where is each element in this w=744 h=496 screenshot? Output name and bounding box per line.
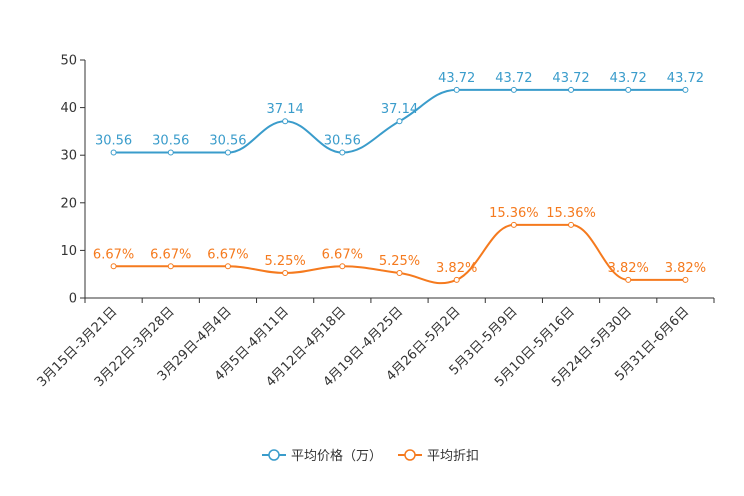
data-point (224, 263, 231, 270)
data-point (625, 86, 632, 93)
data-point (396, 118, 403, 125)
legend-label: 平均价格（万） (291, 448, 382, 464)
legend-marker-icon (268, 449, 280, 461)
data-label: 3.82% (608, 261, 649, 276)
data-point (110, 263, 117, 270)
y-tick-label: 30 (60, 149, 77, 164)
data-point (453, 86, 460, 93)
data-point (568, 86, 575, 93)
y-tick-label: 20 (60, 196, 77, 211)
data-label: 30.56 (95, 134, 132, 149)
y-tick-label: 40 (60, 101, 77, 116)
data-label: 15.36% (546, 206, 596, 221)
data-point (568, 221, 575, 228)
data-point (510, 86, 517, 93)
series-line-1 (113, 223, 686, 285)
data-label: 37.14 (267, 102, 304, 117)
data-point (282, 118, 289, 125)
legend-marker-icon (404, 449, 416, 461)
data-point (625, 276, 632, 283)
legend-item-0[interactable]: 平均价格（万） (262, 448, 382, 464)
data-label: 6.67% (93, 247, 134, 262)
data-point (682, 86, 689, 93)
data-label: 15.36% (489, 206, 539, 221)
data-point (339, 263, 346, 270)
data-label: 5.25% (379, 254, 420, 269)
y-tick-label: 0 (69, 292, 77, 307)
data-point (453, 276, 460, 283)
data-label: 43.72 (610, 71, 647, 86)
data-label: 5.25% (264, 254, 305, 269)
data-point (682, 276, 689, 283)
data-label: 30.56 (152, 134, 189, 149)
data-label: 3.82% (665, 261, 706, 276)
data-label: 43.72 (495, 71, 532, 86)
data-point (110, 149, 117, 156)
series-layer (110, 86, 689, 285)
data-label: 6.67% (207, 247, 248, 262)
data-point (339, 149, 346, 156)
data-label: 30.56 (209, 134, 246, 149)
data-point (167, 263, 174, 270)
data-point (510, 221, 517, 228)
axes: 010203040503月15日-3月21日3月22日-3月28日3月29日-4… (35, 54, 715, 390)
y-tick-label: 10 (60, 244, 77, 259)
data-label: 37.14 (381, 102, 418, 117)
data-label: 6.67% (150, 247, 191, 262)
data-label: 6.67% (322, 247, 363, 262)
data-point (167, 149, 174, 156)
data-label: 43.72 (438, 71, 475, 86)
legend[interactable]: 平均价格（万） 平均折扣 (262, 448, 479, 464)
legend-item-1[interactable]: 平均折扣 (398, 449, 479, 464)
legend-label: 平均折扣 (427, 449, 479, 464)
data-label: 3.82% (436, 261, 477, 276)
y-tick-label: 50 (60, 54, 77, 69)
data-label: 43.72 (552, 71, 589, 86)
data-point (282, 270, 289, 277)
data-labels: 30.56 30.56 30.56 37.14 30.56 37.14 43.72 43.72… (93, 71, 706, 276)
data-label: 30.56 (324, 134, 361, 149)
data-point (396, 270, 403, 277)
data-label: 43.72 (667, 71, 704, 86)
data-point (224, 149, 231, 156)
